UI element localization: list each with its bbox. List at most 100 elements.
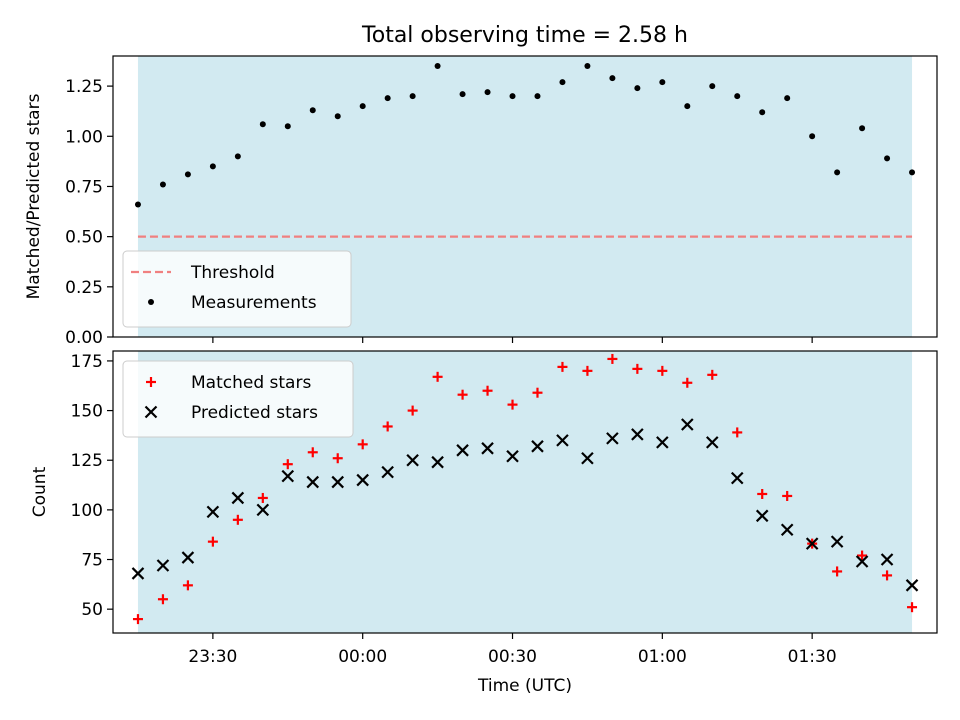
- matched-star-point: [857, 550, 868, 561]
- predicted-star-point: [730, 471, 744, 485]
- measurement-point: [159, 181, 166, 188]
- y-axis-label: Count: [30, 466, 50, 517]
- measurement-point: [134, 201, 141, 208]
- y-tick-label: 175: [71, 352, 103, 372]
- x-b: [331, 475, 345, 489]
- x-b: [431, 455, 444, 469]
- measurement-point: [434, 63, 441, 70]
- top-panel: 0.00 0.25 0.50 0.75 1.00 1.25 Matched/Predicte…: [24, 55, 938, 348]
- x-b: [206, 505, 220, 519]
- x-b: [156, 559, 170, 572]
- legend-label: Measurements: [191, 293, 317, 313]
- y-tick-label: 0.25: [65, 278, 103, 298]
- y-tick-label: 0.75: [65, 177, 103, 197]
- x-b: [805, 537, 819, 550]
- x-b: [830, 535, 844, 548]
- x-b: [880, 553, 894, 566]
- predicted-star-point: [656, 436, 669, 449]
- measurement-point: [559, 79, 566, 86]
- x-b: [131, 567, 145, 580]
- axes-frame: [112, 350, 938, 634]
- x-b: [631, 428, 644, 441]
- measurement-point: [459, 91, 466, 98]
- matched-star-point: [582, 365, 593, 376]
- legend-label: Matched stars: [191, 373, 311, 393]
- legend-label: Threshold: [190, 263, 275, 283]
- x-b: [681, 418, 694, 431]
- matched-star-point: [882, 570, 893, 581]
- matched-star-point: [707, 369, 718, 380]
- x-b: [705, 436, 719, 449]
- predicted-star-point: [755, 509, 769, 523]
- x-b: [581, 451, 594, 465]
- x-axis-label: Time (UTC): [477, 676, 572, 696]
- legend-label: Predicted stars: [191, 403, 318, 423]
- predicted-star-point: [830, 535, 844, 548]
- x-b: [656, 436, 669, 449]
- measurement-point: [884, 155, 891, 162]
- x-b: [406, 453, 419, 467]
- predicted-star-point: [531, 440, 544, 453]
- matched-star-point: [357, 439, 368, 450]
- x-tick-label: 01:30: [788, 647, 837, 667]
- matched-star-point: [557, 361, 568, 372]
- legend: Matched stars Predicted stars: [122, 360, 354, 438]
- matched-star-point: [157, 594, 168, 605]
- x-tick-label: 00:00: [338, 647, 387, 667]
- predicted-star-point: [581, 451, 594, 465]
- matched-star-point: [507, 399, 518, 410]
- measurement-point: [284, 123, 291, 130]
- legend-x-b: [144, 405, 158, 419]
- predicted-star-point: [631, 428, 644, 441]
- x-tick-label: 01:00: [638, 647, 687, 667]
- predicted-star-point: [281, 469, 295, 483]
- predicted-star-point: [880, 553, 894, 566]
- matched-star-point: [307, 447, 318, 458]
- measurement-point: [634, 85, 641, 92]
- y-tick-label: 50: [81, 600, 103, 620]
- predicted-star-point: [206, 505, 220, 519]
- measurement-point: [409, 93, 416, 100]
- matched-star-point: [532, 387, 543, 398]
- measurement-point: [834, 169, 841, 176]
- x-b: [381, 465, 394, 479]
- y-tick-label: 100: [71, 501, 103, 521]
- predicted-star-point: [456, 444, 469, 457]
- matched-star-point: [682, 377, 693, 388]
- y-tick-label: 150: [71, 402, 103, 422]
- matched-star-point: [432, 371, 443, 382]
- matched-star-point: [632, 363, 643, 374]
- x-b: [481, 442, 494, 455]
- matched-star-point: [332, 453, 343, 464]
- measurement-point: [209, 163, 216, 170]
- matched-star-point: [607, 353, 618, 364]
- matched-star-point: [182, 580, 193, 591]
- predicted-star-point: [256, 503, 270, 517]
- y-tick-label: 0.00: [65, 328, 103, 348]
- measurement-point: [659, 79, 666, 86]
- measurement-point: [609, 75, 616, 82]
- axes-frame: [112, 55, 938, 338]
- matched-star-point: [457, 389, 468, 400]
- x-b: [256, 503, 270, 517]
- predicted-star-point: [331, 475, 345, 489]
- measurement-point: [259, 121, 266, 128]
- matched-star-point: [907, 602, 918, 613]
- x-b: [556, 434, 569, 447]
- x-b: [231, 491, 245, 505]
- measurement-point: [734, 93, 741, 100]
- predicted-star-point: [705, 436, 719, 449]
- matched-star-point: [257, 492, 268, 503]
- y-tick-label: 75: [81, 551, 103, 571]
- legend-box: [122, 250, 352, 328]
- matched-star-point: [382, 421, 393, 432]
- measurement-point: [184, 171, 191, 178]
- matched-star-point: [407, 405, 418, 416]
- measurement-point: [709, 83, 716, 90]
- measurement-point: [859, 125, 866, 132]
- predicted-star-point: [231, 491, 245, 505]
- predicted-star-point: [181, 551, 195, 564]
- measurement-point: [759, 109, 766, 116]
- measurement-point: [584, 63, 591, 70]
- legend-measurement-swatch: [148, 299, 154, 305]
